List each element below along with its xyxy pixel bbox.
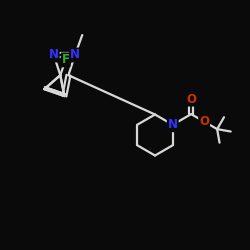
Text: O: O xyxy=(199,115,209,128)
Text: N: N xyxy=(70,48,80,62)
Text: O: O xyxy=(186,93,196,106)
Text: N: N xyxy=(49,48,59,62)
Text: F: F xyxy=(62,53,70,66)
Text: N: N xyxy=(168,118,178,131)
